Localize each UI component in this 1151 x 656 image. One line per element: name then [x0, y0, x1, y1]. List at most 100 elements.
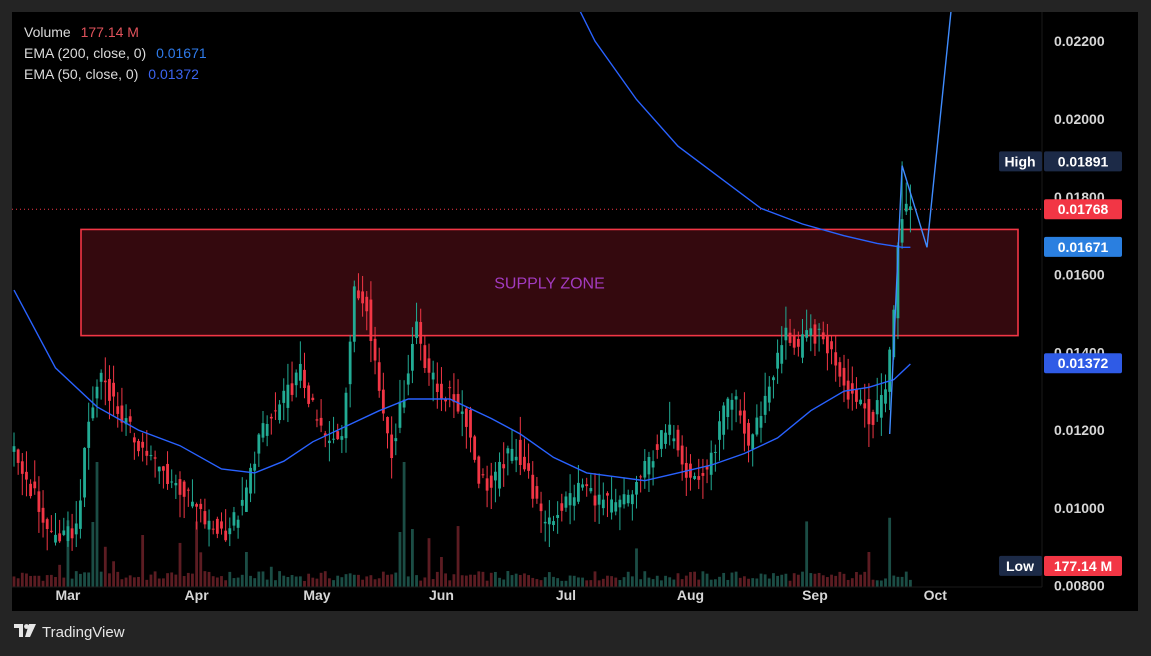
candle-body[interactable]	[99, 372, 103, 382]
candle-body[interactable]	[635, 482, 638, 495]
candle-body[interactable]	[45, 519, 49, 529]
candle-body[interactable]	[145, 450, 149, 456]
candle-body[interactable]	[199, 503, 203, 510]
candle-body[interactable]	[747, 422, 750, 446]
candle-body[interactable]	[236, 519, 240, 528]
candle-body[interactable]	[585, 484, 589, 487]
candle-body[interactable]	[195, 504, 198, 507]
candle-body[interactable]	[132, 437, 136, 443]
candle-body[interactable]	[153, 457, 157, 459]
candle-body[interactable]	[759, 416, 763, 428]
candle-body[interactable]	[738, 410, 742, 416]
candle-body[interactable]	[821, 332, 825, 340]
candle-body[interactable]	[228, 528, 232, 535]
candle-body[interactable]	[651, 461, 655, 468]
candle-body[interactable]	[74, 523, 78, 535]
candle-body[interactable]	[108, 379, 111, 401]
candle-body[interactable]	[29, 483, 32, 497]
candle-body[interactable]	[805, 330, 809, 338]
candle-body[interactable]	[676, 429, 680, 451]
candle-body[interactable]	[647, 457, 651, 475]
candle-body[interactable]	[830, 341, 833, 350]
candle-body[interactable]	[79, 500, 82, 529]
candle-body[interactable]	[506, 448, 510, 454]
candle-body[interactable]	[601, 499, 605, 509]
candle-body[interactable]	[552, 521, 555, 526]
candle-body[interactable]	[162, 466, 165, 471]
candle-body[interactable]	[469, 409, 472, 438]
candle-body[interactable]	[718, 421, 721, 440]
candle-body[interactable]	[170, 481, 174, 483]
candle-body[interactable]	[298, 363, 302, 381]
candlesticks[interactable]	[12, 161, 912, 551]
candle-body[interactable]	[572, 497, 576, 506]
candle-body[interactable]	[481, 474, 485, 476]
candle-body[interactable]	[357, 290, 360, 299]
candle-body[interactable]	[41, 507, 45, 523]
candle-body[interactable]	[303, 369, 306, 388]
candle-body[interactable]	[232, 512, 236, 526]
candle-body[interactable]	[66, 526, 70, 541]
candle-body[interactable]	[730, 399, 734, 410]
candle-body[interactable]	[568, 493, 572, 506]
candle-body[interactable]	[12, 446, 16, 452]
candle-body[interactable]	[37, 491, 41, 512]
candle-body[interactable]	[668, 424, 672, 435]
candle-body[interactable]	[564, 496, 568, 508]
candle-body[interactable]	[664, 432, 667, 444]
price-chart[interactable]: SUPPLY ZONE 0.022000.020000.018000.01600…	[12, 12, 1138, 611]
candle-body[interactable]	[535, 486, 539, 499]
candle-body[interactable]	[755, 417, 759, 435]
candle-body[interactable]	[701, 473, 705, 476]
candle-body[interactable]	[402, 399, 406, 408]
candle-body[interactable]	[344, 392, 348, 439]
candle-body[interactable]	[884, 389, 887, 404]
candle-body[interactable]	[498, 461, 501, 489]
candle-body[interactable]	[622, 494, 626, 505]
candle-body[interactable]	[240, 499, 244, 506]
candle-body[interactable]	[166, 463, 169, 485]
candle-body[interactable]	[278, 404, 281, 421]
candle-body[interactable]	[220, 521, 223, 529]
candle-body[interactable]	[373, 338, 377, 361]
candle-body[interactable]	[680, 445, 684, 465]
candle-body[interactable]	[606, 493, 609, 496]
candle-body[interactable]	[577, 482, 580, 502]
candle-body[interactable]	[365, 296, 369, 312]
candle-body[interactable]	[124, 418, 128, 425]
candle-body[interactable]	[618, 499, 622, 508]
candle-body[interactable]	[157, 466, 161, 472]
candle-body[interactable]	[54, 534, 57, 543]
candle-body[interactable]	[560, 503, 564, 511]
candle-body[interactable]	[406, 373, 410, 385]
candle-body[interactable]	[128, 416, 132, 422]
candle-body[interactable]	[103, 380, 107, 383]
candle-body[interactable]	[473, 436, 477, 460]
candle-body[interactable]	[792, 335, 796, 348]
candle-body[interactable]	[25, 471, 28, 480]
candle-body[interactable]	[452, 394, 456, 403]
candle-body[interactable]	[527, 463, 530, 471]
candle-body[interactable]	[336, 431, 340, 440]
candle-body[interactable]	[20, 461, 24, 474]
candle-body[interactable]	[547, 517, 551, 525]
candle-body[interactable]	[62, 530, 66, 535]
candle-body[interactable]	[265, 423, 269, 436]
candle-body[interactable]	[502, 464, 506, 469]
brand-footer[interactable]: TradingView	[14, 624, 125, 641]
candle-body[interactable]	[83, 447, 86, 498]
candle-body[interactable]	[112, 382, 115, 397]
candle-body[interactable]	[767, 386, 771, 403]
candle-body[interactable]	[261, 423, 265, 438]
candle-body[interactable]	[257, 434, 261, 454]
candle-body[interactable]	[294, 372, 298, 386]
candle-body[interactable]	[120, 405, 124, 423]
candle-body[interactable]	[290, 383, 294, 395]
candle-body[interactable]	[95, 386, 99, 399]
candle-body[interactable]	[693, 476, 696, 479]
candle-body[interactable]	[784, 327, 788, 341]
candle-body[interactable]	[323, 433, 327, 436]
candle-body[interactable]	[660, 430, 663, 449]
candle-body[interactable]	[440, 383, 443, 399]
candle-body[interactable]	[435, 383, 439, 392]
